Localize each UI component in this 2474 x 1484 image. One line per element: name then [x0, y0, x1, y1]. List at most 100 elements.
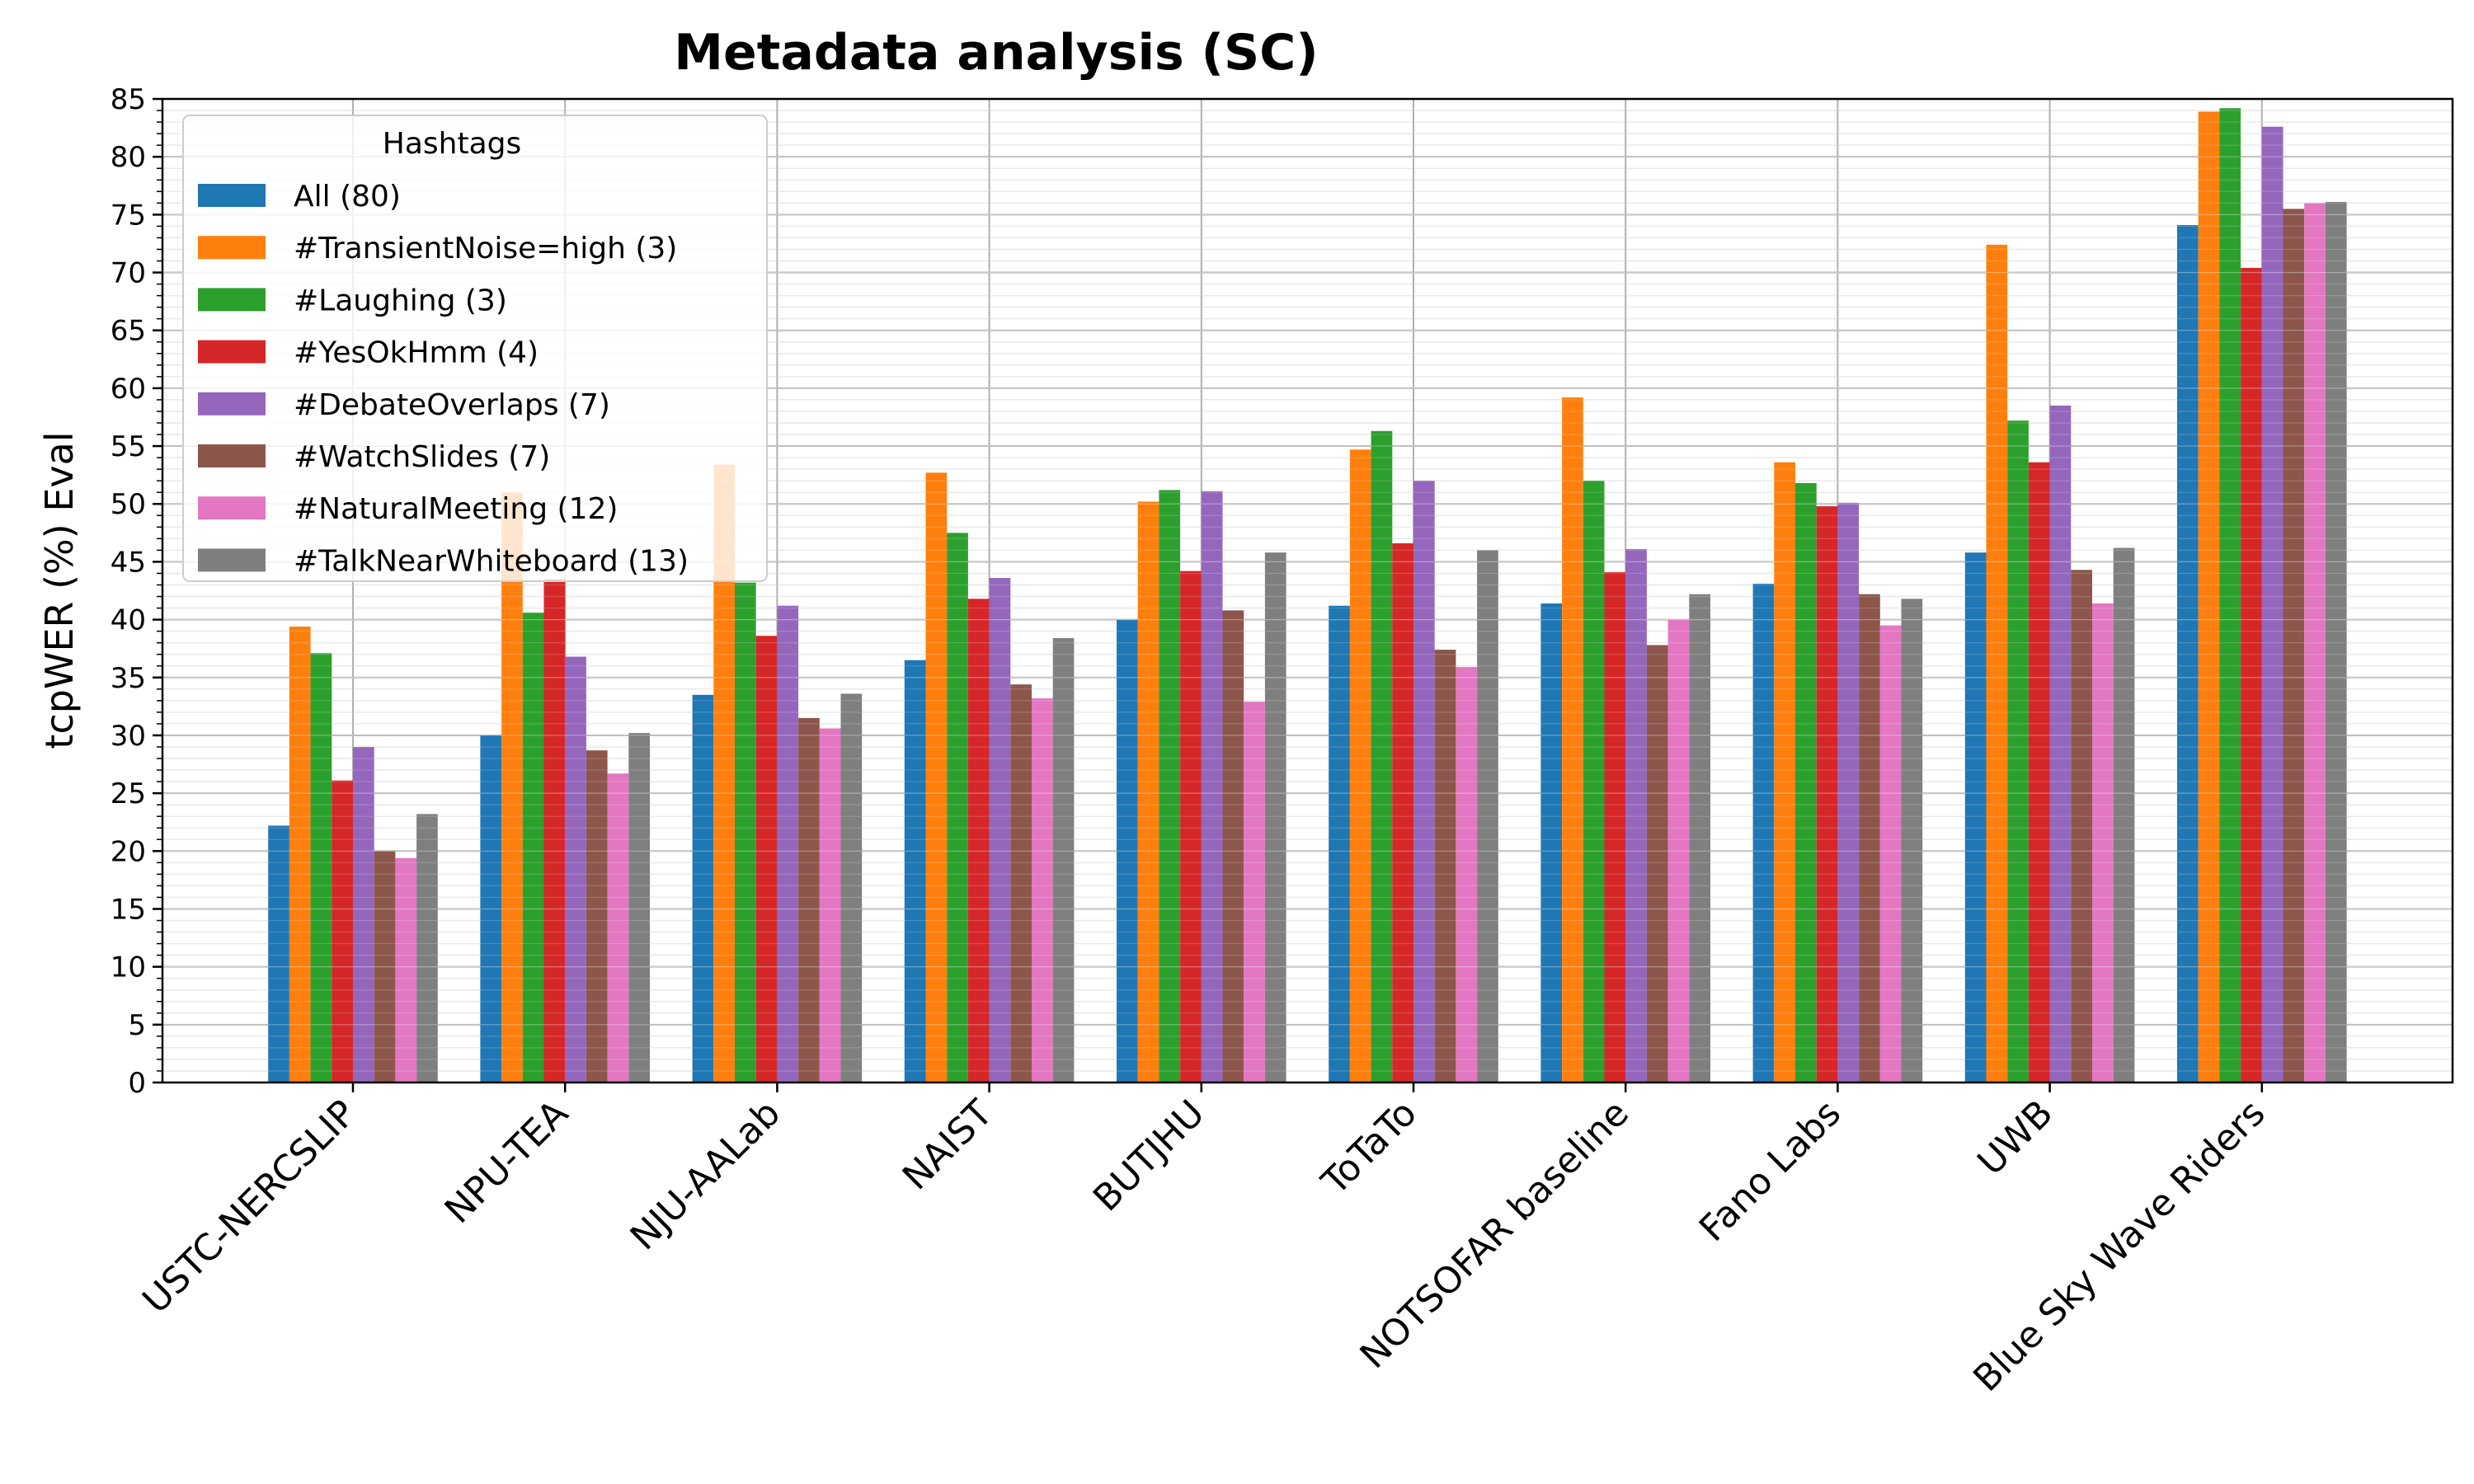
legend-box: [182, 115, 768, 582]
y-tick-label: 20: [111, 835, 146, 868]
bar: [1562, 397, 1583, 1082]
bar: [1604, 572, 1626, 1082]
bar: [755, 636, 778, 1082]
bar: [735, 582, 756, 1082]
y-tick-label: 75: [111, 199, 146, 232]
bar: [2049, 405, 2072, 1082]
bar: [1456, 667, 1478, 1082]
bar: [2219, 108, 2241, 1082]
y-tick-label: 25: [111, 777, 146, 810]
bar: [1032, 698, 1053, 1082]
bar: [819, 728, 841, 1082]
legend-swatch: [198, 184, 266, 207]
y-tick-label: 15: [111, 893, 146, 926]
bar: [565, 656, 586, 1082]
bar: [522, 613, 544, 1082]
legend-label: #TransientNoise=high (3): [294, 232, 677, 265]
bar: [1646, 645, 1668, 1082]
legend-label: #Laughing (3): [294, 284, 507, 317]
bar: [947, 533, 968, 1082]
bar: [2198, 111, 2220, 1082]
bar: [2241, 267, 2262, 1082]
bar: [1774, 462, 1795, 1082]
bar: [1413, 481, 1435, 1082]
legend-label: #DebateOverlaps (7): [294, 388, 610, 422]
bar: [1371, 430, 1393, 1082]
y-tick-label: 0: [128, 1067, 146, 1100]
bar: [1244, 702, 1265, 1082]
bar: [1159, 490, 1181, 1082]
legend-label: #NaturalMeeting (12): [294, 492, 618, 526]
y-tick-label: 85: [111, 83, 146, 116]
bar: [1752, 584, 1775, 1082]
bar: [1264, 552, 1286, 1082]
y-tick-label: 80: [111, 141, 146, 174]
bar: [1201, 491, 1223, 1082]
legend-swatch: [198, 340, 266, 364]
bar: [692, 694, 714, 1082]
legend: Hashtags All (80) #TransientNoise=high (3…: [182, 115, 768, 582]
y-tick-label: 10: [111, 951, 146, 984]
bar: [353, 746, 374, 1082]
legend-swatch: [198, 548, 266, 572]
bar: [2092, 603, 2114, 1082]
bar: [2304, 203, 2326, 1083]
bars: [162, 108, 2453, 1083]
y-tick-label: 70: [111, 257, 146, 290]
legend-swatch: [198, 444, 266, 467]
chart-title: Metadata analysis (SC): [674, 24, 1318, 82]
bar: [1392, 542, 1413, 1082]
y-tick-label: 50: [111, 488, 146, 521]
legend-swatch: [198, 236, 266, 260]
bar: [1010, 684, 1032, 1082]
bar: [395, 857, 417, 1082]
bar: [1477, 550, 1498, 1082]
bar: [1434, 650, 1456, 1082]
bar: [1117, 619, 1138, 1082]
legend-label: #TalkNearWhiteboard (13): [294, 544, 689, 578]
bar: [1052, 638, 1075, 1082]
bar: [1859, 594, 1880, 1082]
y-tick-label: 60: [111, 373, 146, 406]
bar: [2071, 570, 2092, 1082]
legend-label: #YesOkHmm (4): [294, 336, 539, 370]
bar: [1540, 603, 1563, 1082]
bar: [374, 851, 396, 1082]
bar: [798, 717, 820, 1082]
y-tick-label: 65: [111, 315, 146, 348]
bar: [1901, 599, 1923, 1082]
bar: [1986, 244, 2008, 1082]
y-axis-label: tcpWER (%) Eval: [37, 431, 82, 749]
legend-swatch: [198, 496, 266, 520]
bar: [1180, 571, 1202, 1082]
bar: [586, 750, 608, 1082]
y-tick-label: 30: [111, 720, 146, 753]
y-tick-label: 45: [111, 546, 146, 579]
bar: [2261, 126, 2284, 1083]
bar: [1329, 605, 1350, 1082]
legend-swatch: [198, 288, 266, 312]
bar: [268, 825, 289, 1082]
bar: [2028, 462, 2050, 1082]
bar: [1349, 449, 1371, 1082]
bar: [1837, 502, 1860, 1082]
bar: [2113, 547, 2135, 1082]
bar: [2283, 209, 2305, 1082]
bar: [925, 472, 948, 1082]
bar: [904, 660, 926, 1082]
bar: [1222, 610, 1244, 1082]
legend-title: Hashtags: [383, 127, 522, 161]
bar: [480, 735, 502, 1082]
bar: [501, 492, 523, 1082]
bar: [607, 773, 629, 1082]
bar: [1625, 548, 1647, 1082]
y-tick-label: 35: [111, 662, 146, 695]
bar: [2325, 201, 2347, 1083]
bar: [1667, 619, 1690, 1082]
bar: [543, 579, 566, 1082]
bar: [1795, 482, 1817, 1082]
bar: [1689, 594, 1710, 1082]
legend-swatch: [198, 392, 266, 416]
bar: [989, 578, 1011, 1082]
